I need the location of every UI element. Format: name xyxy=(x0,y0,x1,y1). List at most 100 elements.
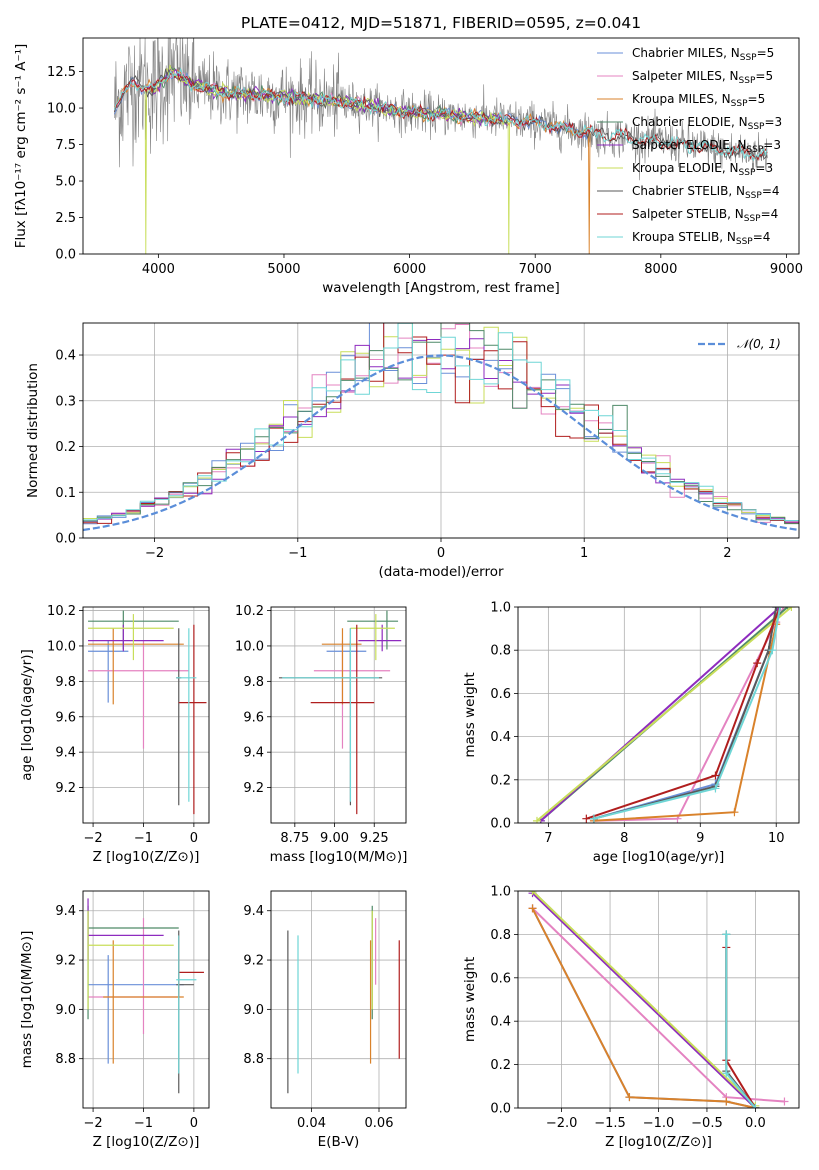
y-tick-label: 9.6 xyxy=(243,710,264,725)
plot-area-massweight-Z xyxy=(528,891,789,1108)
x-tick-label: 0.06 xyxy=(365,1116,394,1131)
point-salpeter-miles xyxy=(88,640,189,749)
axes-frame xyxy=(82,890,210,1109)
plot-area-mass-Z xyxy=(87,898,204,1094)
x-tick-label: 10 xyxy=(768,831,785,846)
series-line xyxy=(531,892,757,1108)
x-tick-label: 0 xyxy=(190,1116,198,1131)
series-marker xyxy=(528,891,537,895)
y-tick-label: 9.4 xyxy=(243,746,264,761)
x-tick-label: −1.0 xyxy=(643,1116,675,1131)
legend-subscript: SSP xyxy=(739,168,756,178)
model-line-kroupa-stelib xyxy=(113,67,768,162)
plot-area-age-mass xyxy=(278,610,402,815)
legend: Chabrier MILES, NSSP=5 Salpeter MILES, NS… xyxy=(597,46,782,247)
plot-area-age-Z xyxy=(88,610,207,815)
axes-frame xyxy=(82,322,800,539)
legend-subscript: SSP xyxy=(740,53,757,63)
panels: 4000 5000 6000 7000 8000 90000.02.55.07.510.0… xyxy=(13,37,803,1150)
point-salpeter-elodie xyxy=(358,624,402,652)
point-kroupa-stelib xyxy=(176,628,197,802)
y-tick-label: 7.5 xyxy=(55,138,76,153)
panel-spectrum: 4000 5000 6000 7000 8000 9000 0.0 2.5 5.0 7.5 10.0… xyxy=(13,37,803,296)
residual-histogram xyxy=(83,323,799,525)
legend-entry: Chabrier STELIB, NSSP=4 xyxy=(632,184,780,201)
y-tick-label: 9.8 xyxy=(243,675,264,690)
y-tick-label: 0.4 xyxy=(490,1015,511,1030)
x-axis-label: E(B-V) xyxy=(318,1134,360,1150)
plot-area-massweight-age xyxy=(532,607,796,823)
x-tick-label: −2 xyxy=(145,546,164,561)
y-tick-label: 9.2 xyxy=(243,781,264,796)
y-tick-label: 0.2 xyxy=(490,773,511,788)
x-tick-label: −1 xyxy=(134,831,153,846)
x-tick-label: 6000 xyxy=(393,262,426,277)
legend-entry: Salpeter STELIB, NSSP=4 xyxy=(632,207,778,224)
panel-age-mass: 8.75 9.00 9.25 9.2 9.4 9.6 9.8 10.0 10.2 mass [lo… xyxy=(235,604,407,865)
x-tick-label: 9000 xyxy=(770,262,803,277)
series-kroupa-stelib xyxy=(722,930,760,1108)
y-tick-label: 0.0 xyxy=(55,248,76,263)
x-axis-label: mass [log10(M/M⊙)] xyxy=(270,849,408,865)
series-line xyxy=(593,607,781,820)
panel-massweight-Z: −2.0 −1.5 −1.0 −0.5 0.0 0.0 0.2 0.4 0.6 0.8 1.0 Z [… xyxy=(462,885,800,1150)
series-marker xyxy=(776,607,785,611)
y-tick-label: 0.0 xyxy=(490,1102,511,1117)
series-marker xyxy=(768,646,777,655)
series-marker xyxy=(532,816,541,823)
y-tick-label: 12.5 xyxy=(47,65,76,80)
y-tick-label: 0.4 xyxy=(55,349,76,364)
legend-count: =3 xyxy=(764,115,782,129)
x-tick-label: −1 xyxy=(288,546,307,561)
point-kroupa-elodie xyxy=(350,614,395,661)
y-tick-label: 9.4 xyxy=(243,904,264,919)
series-marker xyxy=(711,784,720,793)
legend-subscript: SSP xyxy=(746,145,763,155)
legend-entry: Kroupa ELODIE, NSSP=3 xyxy=(632,161,773,178)
y-tick-label: 5.0 xyxy=(55,175,76,190)
legend-entry: 𝒩(0, 1) xyxy=(737,337,781,351)
series-line xyxy=(531,907,756,1108)
x-tick-label: 8.75 xyxy=(280,831,309,846)
point-kroupa-miles xyxy=(103,940,184,1064)
series-line xyxy=(593,607,778,820)
x-axis-label: Z [log10(Z/Z⊙)] xyxy=(605,1134,712,1150)
axes-frame xyxy=(82,37,800,255)
x-tick-label: 0 xyxy=(190,831,198,846)
y-tick-label: 10.0 xyxy=(235,639,264,654)
x-tick-label: 5000 xyxy=(267,262,300,277)
series-marker xyxy=(780,1097,789,1106)
series-marker xyxy=(751,1104,760,1108)
x-tick-label: 0.04 xyxy=(297,1116,326,1131)
normal-curve xyxy=(83,354,799,532)
y-axis-label: Normed distribution xyxy=(25,363,41,498)
series-marker xyxy=(772,607,781,611)
series-marker xyxy=(582,814,591,823)
figure-title: PLATE=0412, MJD=51871, FIBERID=0595, z=0… xyxy=(241,14,641,32)
y-axis-label: mass weight xyxy=(462,957,478,1042)
x-axis-label: (data-model)/error xyxy=(378,564,504,580)
y-tick-label: 9.6 xyxy=(55,710,76,725)
legend-count: =5 xyxy=(755,69,773,83)
y-tick-label: 0.0 xyxy=(55,532,76,547)
y-tick-label: 0.6 xyxy=(490,971,511,986)
y-tick-label: 0.2 xyxy=(55,440,76,455)
y-tick-label: 9.0 xyxy=(55,1003,76,1018)
x-tick-label: 0 xyxy=(437,546,445,561)
y-tick-label: 9.8 xyxy=(55,675,76,690)
series-line xyxy=(536,607,793,822)
panel-residuals: −2 −1 0 1 2 0.0 0.1 0.2 0.3 0.4 (data-model)/error… xyxy=(25,322,800,580)
legend-count: =5 xyxy=(757,46,775,60)
point-chabrier-miles xyxy=(88,955,184,1064)
y-tick-label: 10.0 xyxy=(47,102,76,117)
axes-frame xyxy=(517,606,800,824)
legend-entry: Salpeter ELODIE, NSSP=3 xyxy=(632,138,781,155)
legend-subscript: SSP xyxy=(745,191,762,201)
axes-frame xyxy=(517,890,800,1109)
y-tick-label: 10.2 xyxy=(47,604,76,619)
y-tick-label: 1.0 xyxy=(490,885,511,900)
legend-entry: Kroupa STELIB, NSSP=4 xyxy=(632,230,770,247)
y-tick-label: 0.8 xyxy=(490,644,511,659)
panel-mass-Z: −2 −1 0 8.8 9.0 9.2 9.4 Z [log10(Z/Z⊙)] mass [lo… xyxy=(19,890,210,1150)
